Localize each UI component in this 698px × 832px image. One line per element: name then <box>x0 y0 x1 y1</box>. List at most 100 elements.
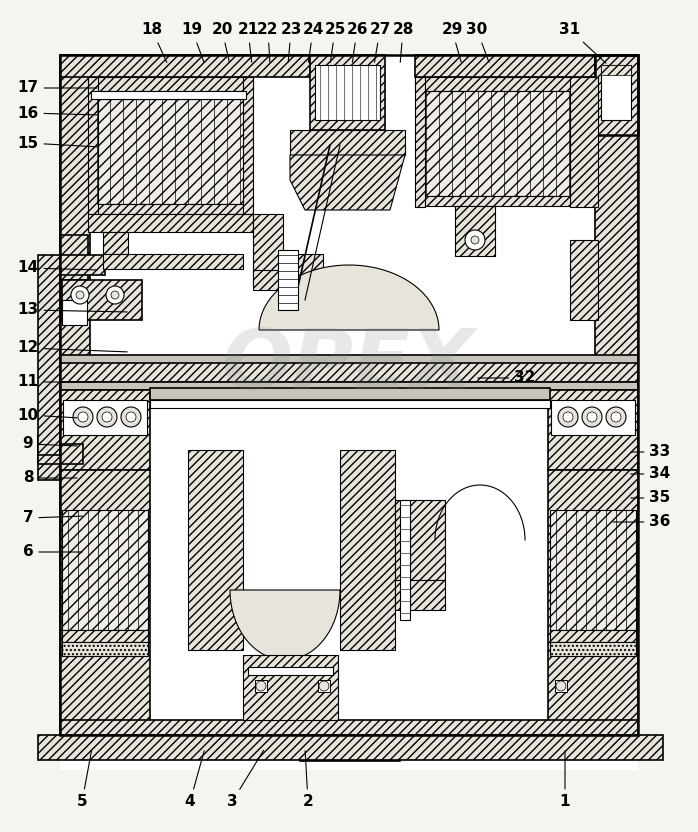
Bar <box>243 77 253 214</box>
Circle shape <box>78 412 88 422</box>
Bar <box>91 91 246 99</box>
Bar <box>60 470 150 730</box>
Bar <box>63 400 147 435</box>
Bar <box>601 65 631 75</box>
Bar <box>253 214 283 284</box>
Bar <box>255 680 267 692</box>
Bar <box>188 450 243 650</box>
Circle shape <box>319 681 329 691</box>
Bar <box>550 630 636 642</box>
Circle shape <box>126 412 136 422</box>
Bar <box>38 255 60 455</box>
Bar <box>103 254 243 269</box>
Polygon shape <box>230 590 340 660</box>
Circle shape <box>71 286 89 304</box>
Bar <box>60 355 638 363</box>
Text: 17: 17 <box>17 81 97 96</box>
Circle shape <box>73 407 93 427</box>
Bar <box>38 435 60 480</box>
Circle shape <box>97 407 117 427</box>
Text: 30: 30 <box>466 22 489 62</box>
Text: 12: 12 <box>17 340 127 355</box>
Text: 16: 16 <box>17 106 97 121</box>
Circle shape <box>471 236 479 244</box>
Text: 23: 23 <box>281 22 302 62</box>
Circle shape <box>587 412 597 422</box>
Bar <box>570 77 598 207</box>
Circle shape <box>102 412 112 422</box>
Bar <box>60 55 90 365</box>
Bar <box>88 214 253 232</box>
Bar <box>310 55 385 130</box>
Bar <box>595 55 638 365</box>
Text: 26: 26 <box>346 22 368 62</box>
Bar <box>415 77 595 91</box>
Text: 8: 8 <box>23 471 77 486</box>
Circle shape <box>556 681 566 691</box>
Polygon shape <box>290 155 405 210</box>
Circle shape <box>606 407 626 427</box>
Bar <box>60 360 638 382</box>
Circle shape <box>106 286 124 304</box>
Bar <box>555 680 567 692</box>
Bar <box>550 510 636 630</box>
Bar <box>415 55 595 77</box>
Bar <box>60 720 638 740</box>
Bar <box>548 470 638 730</box>
Bar <box>243 655 338 720</box>
Circle shape <box>582 407 602 427</box>
Text: 21: 21 <box>237 22 259 62</box>
Text: 35: 35 <box>631 491 671 506</box>
Bar <box>60 55 638 770</box>
Bar <box>91 99 246 204</box>
Circle shape <box>76 291 84 299</box>
Text: 19: 19 <box>181 22 204 62</box>
Bar <box>62 280 142 320</box>
Bar <box>595 55 638 135</box>
Bar <box>60 55 638 735</box>
Bar <box>253 270 353 290</box>
Bar <box>400 500 410 620</box>
Text: OPEX: OPEX <box>223 325 475 407</box>
Bar <box>278 250 298 310</box>
Bar <box>150 400 550 408</box>
Bar <box>248 667 333 675</box>
Bar <box>300 736 400 761</box>
Text: 13: 13 <box>17 303 127 318</box>
Bar <box>60 382 638 390</box>
Bar <box>315 65 380 120</box>
Text: 34: 34 <box>631 467 671 482</box>
Text: 1: 1 <box>560 750 570 810</box>
Bar <box>283 254 323 284</box>
Bar <box>395 580 445 610</box>
Text: 36: 36 <box>613 514 671 529</box>
Bar <box>395 500 445 580</box>
Text: 28: 28 <box>392 22 414 62</box>
Circle shape <box>465 230 485 250</box>
Bar <box>455 206 495 256</box>
Text: 22: 22 <box>258 22 279 62</box>
Text: 29: 29 <box>441 22 463 62</box>
Bar <box>62 300 87 325</box>
Bar <box>570 240 598 320</box>
Bar <box>60 55 310 77</box>
Text: 5: 5 <box>77 750 91 810</box>
Text: 3: 3 <box>227 750 264 810</box>
Text: 31: 31 <box>559 22 606 63</box>
Bar <box>318 680 330 692</box>
Bar <box>420 196 575 206</box>
Bar <box>88 77 98 214</box>
Circle shape <box>121 407 141 427</box>
Bar <box>103 232 128 254</box>
Text: 33: 33 <box>631 444 671 459</box>
Text: 15: 15 <box>17 136 97 151</box>
Circle shape <box>256 681 266 691</box>
Bar <box>601 65 631 120</box>
Text: 4: 4 <box>185 750 205 810</box>
Bar <box>551 400 635 435</box>
Bar <box>290 130 405 155</box>
Text: 7: 7 <box>23 511 82 526</box>
Text: 27: 27 <box>369 22 391 62</box>
Bar <box>38 735 663 760</box>
Text: 11: 11 <box>17 374 97 389</box>
